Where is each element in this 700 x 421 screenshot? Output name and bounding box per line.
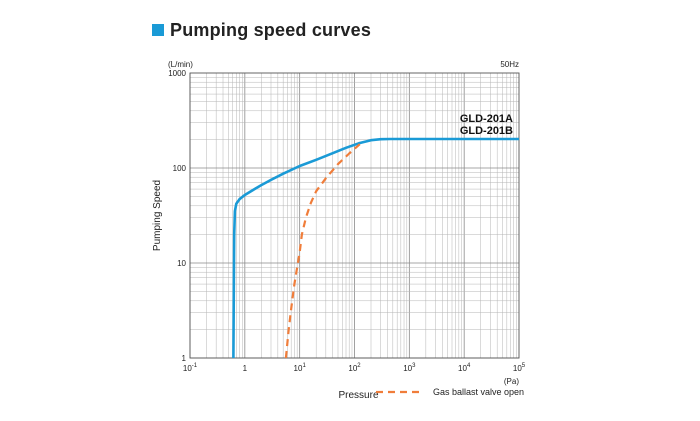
y-axis-title: Pumping Speed bbox=[152, 180, 163, 251]
grid bbox=[189, 73, 519, 359]
x-tick-label: 1 bbox=[243, 364, 248, 373]
legend-label-gas-ballast: Gas ballast valve open bbox=[433, 387, 524, 397]
x-tick-label: 10-1 bbox=[183, 363, 198, 373]
chart-title: Pumping speed curves bbox=[152, 18, 371, 42]
y-tick-label: 10 bbox=[177, 259, 186, 268]
series-layer bbox=[232, 137, 519, 359]
x-unit-label: (Pa) bbox=[504, 377, 519, 386]
x-tick-label: 104 bbox=[458, 363, 471, 373]
x-tick-label: 101 bbox=[294, 363, 307, 373]
x-tick-label: 102 bbox=[348, 363, 361, 373]
x-tick-label: 105 bbox=[513, 363, 526, 373]
chart-title-text: Pumping speed curves bbox=[170, 19, 372, 40]
frequency-label: 50Hz bbox=[500, 60, 519, 69]
plot-frame bbox=[189, 72, 520, 359]
title-marker-icon bbox=[152, 24, 164, 36]
series-label-gld-201a: GLD-201A bbox=[460, 113, 513, 125]
series-line-gas-ballast bbox=[284, 143, 361, 359]
y-unit-label: (L/min) bbox=[168, 60, 193, 69]
series-label-gld-201b: GLD-201B bbox=[460, 125, 513, 137]
y-tick-label: 1000 bbox=[168, 69, 186, 78]
y-tick-label: 1 bbox=[182, 354, 187, 363]
y-tick-label: 100 bbox=[173, 164, 187, 173]
x-tick-label: 103 bbox=[403, 363, 416, 373]
plot-border bbox=[189, 72, 520, 359]
x-axis-title: Pressure bbox=[338, 390, 378, 401]
series-line-gld-201 bbox=[232, 137, 519, 359]
